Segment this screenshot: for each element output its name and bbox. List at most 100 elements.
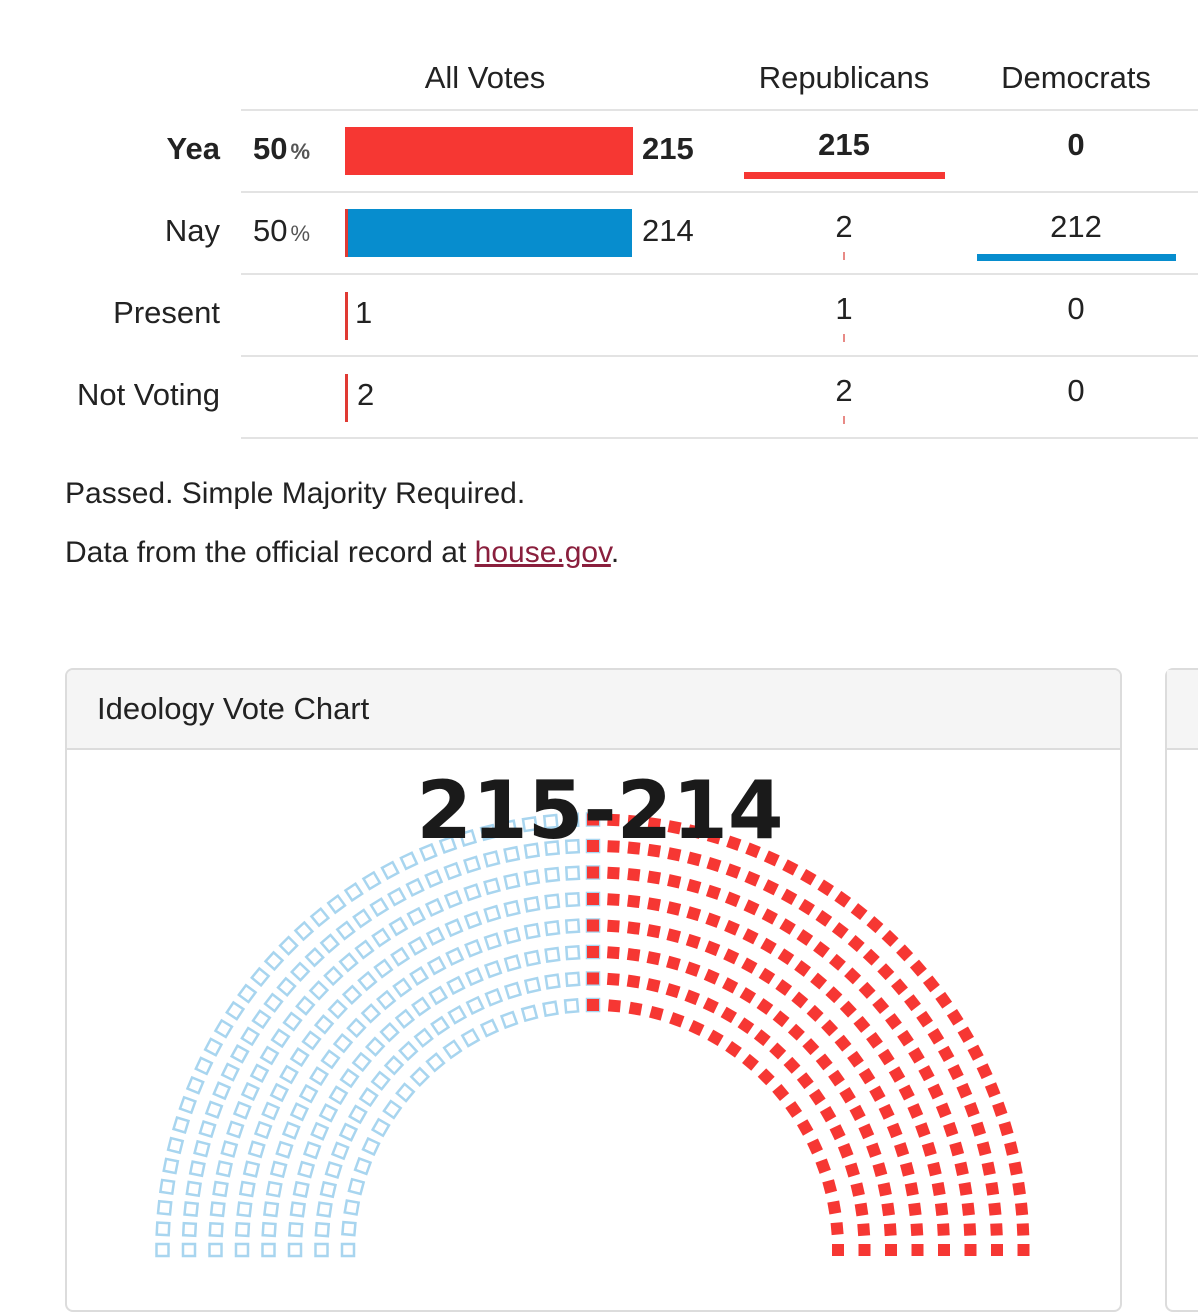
nay-seat: [338, 952, 359, 973]
nay-seat: [413, 1027, 434, 1048]
yea-seat: [725, 863, 742, 879]
yea-seat: [810, 972, 828, 990]
nay-seat: [409, 1066, 431, 1088]
row-divider: [241, 355, 1198, 357]
nay-seat: [542, 813, 559, 830]
nay-seat: [369, 897, 390, 918]
yea-seat: [885, 1013, 902, 1030]
yea-seat: [839, 1000, 857, 1018]
yea-seat: [899, 1161, 915, 1177]
nay-seat: [301, 1030, 322, 1051]
nay-seat: [209, 1201, 226, 1218]
yea-seat: [921, 1141, 937, 1157]
yea-seat: [847, 1050, 864, 1068]
nay-seat: [261, 1242, 276, 1258]
nay-seat: [226, 1120, 245, 1139]
yea-seat: [802, 1038, 820, 1056]
nay-seat: [425, 1052, 446, 1073]
nay-seat: [361, 1136, 381, 1157]
yea-seat: [866, 1142, 882, 1158]
nay-seat: [523, 922, 541, 940]
house-gov-link[interactable]: house.gov: [474, 536, 611, 569]
yea-total-bar: [345, 127, 633, 175]
nay-seat: [499, 1010, 519, 1030]
nay-seat: [276, 976, 297, 998]
yea-seat: [705, 884, 722, 900]
nay-seat: [302, 1140, 322, 1160]
yea-seat: [938, 1045, 955, 1063]
nay-seat: [463, 910, 483, 930]
yea-seat: [724, 891, 741, 908]
present-democrats-count: 0: [1067, 291, 1085, 326]
nay-seat: [564, 865, 581, 881]
nay-seat: [464, 938, 483, 958]
nay-seat: [447, 1004, 468, 1025]
nay-seat: [445, 946, 465, 967]
nay-seat: [399, 851, 419, 871]
yea-seat: [910, 1223, 924, 1236]
nay-seat: [193, 1139, 211, 1158]
yea-seat: [627, 894, 641, 909]
yea-seat: [964, 1244, 977, 1256]
yea-seat: [831, 922, 849, 939]
yea-seat: [872, 997, 890, 1015]
nay-seat: [503, 845, 521, 863]
nay-seat: [270, 1028, 291, 1049]
yea-seat: [908, 1047, 925, 1064]
yea-seat: [757, 1068, 775, 1086]
yea-seat: [807, 1138, 823, 1155]
nay-seat: [564, 944, 581, 961]
yea-seat: [885, 1244, 897, 1256]
yea-seat: [985, 1181, 1000, 1196]
nay-seat: [261, 1101, 281, 1121]
nay-seat: [398, 1040, 419, 1062]
yea-seat: [866, 1032, 883, 1049]
header-democrats: Democrats: [1001, 60, 1151, 95]
nay-seat: [503, 899, 521, 918]
yea-seat: [915, 1122, 931, 1138]
nay-seat: [503, 981, 523, 1000]
yea-seat: [922, 975, 940, 993]
yea-seat: [909, 959, 927, 977]
not-voting-democrats-count: 0: [1067, 373, 1085, 408]
yea-seat: [607, 840, 620, 853]
nay-seat: [354, 939, 375, 960]
yea-seat: [1004, 1141, 1019, 1156]
nay-seat: [500, 819, 518, 837]
nay-seat: [503, 926, 522, 945]
yea-total-count: 215: [642, 131, 694, 166]
nay-seat: [405, 877, 425, 898]
nay-seat: [308, 1066, 330, 1087]
nay-seat: [188, 1160, 206, 1178]
present-total-bar: [345, 292, 348, 340]
yea-seat: [787, 1023, 805, 1041]
yea-democrats-count: 0: [1067, 127, 1085, 162]
nay-seat: [371, 927, 392, 948]
nay-seat: [424, 897, 445, 918]
yea-seat: [688, 1020, 705, 1036]
yea-seat: [934, 1202, 949, 1216]
nay-seat: [320, 1049, 341, 1070]
yea-seat: [908, 1202, 922, 1217]
yea-seat: [828, 1069, 845, 1087]
yea-seat: [722, 977, 739, 994]
nay-seat: [544, 840, 561, 857]
yea-seat: [881, 929, 899, 947]
nay-seat: [259, 1045, 280, 1066]
nay-seat: [564, 812, 580, 828]
present-total-count: 1: [355, 295, 373, 330]
header-divider: [241, 109, 1198, 111]
nay-seat: [289, 1047, 310, 1068]
nay-seat: [238, 1180, 256, 1198]
nay-seat: [178, 1095, 197, 1115]
nay-seat: [438, 835, 458, 854]
yea-seat: [587, 866, 599, 879]
yea-seat: [954, 1161, 969, 1176]
row-not-voting: Not Voting 2 2 0: [0, 357, 1198, 439]
source-prefix: Data from the official record at: [65, 536, 475, 569]
yea-seat: [627, 841, 641, 855]
nay-seat: [234, 1221, 251, 1238]
nay-seat: [327, 998, 348, 1020]
yea-seat: [737, 1017, 755, 1035]
row-label-present: Present: [113, 295, 220, 330]
